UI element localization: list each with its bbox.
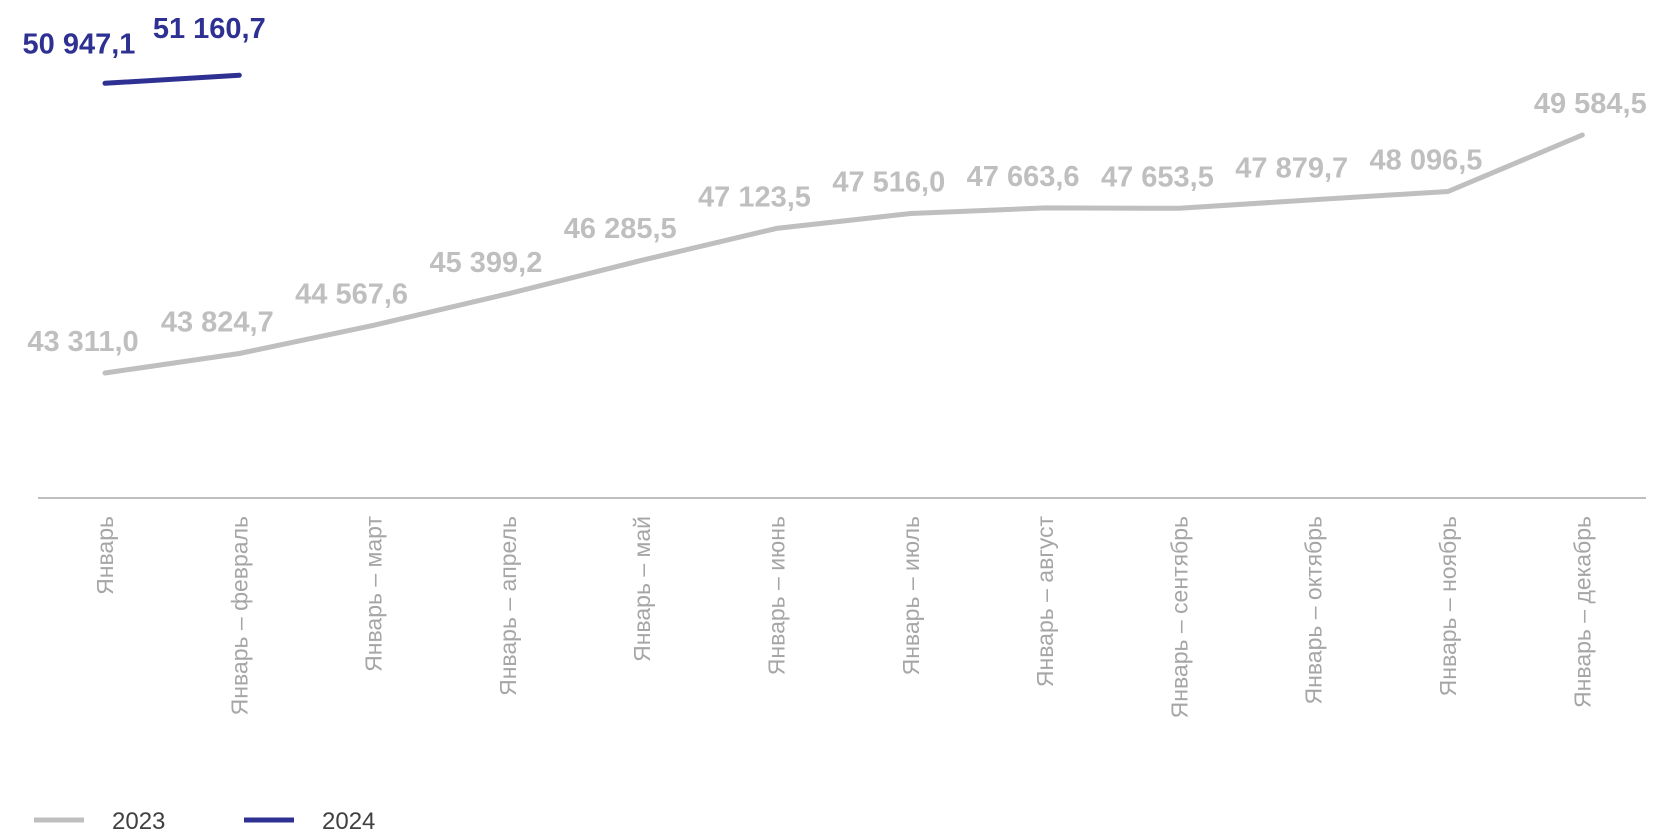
data-point-2023-3: [371, 323, 376, 328]
x-tick-label-1: Январь: [92, 516, 118, 595]
x-tick-labels: Январь Январь – февраль Январь – март Январ…: [92, 516, 1595, 719]
legend: 2023 2024: [34, 808, 375, 834]
data-point-2023-11: [1446, 189, 1451, 194]
series-layer: [102, 72, 1585, 376]
data-label-2023-3: 44 567,6: [295, 278, 408, 310]
x-tick-label-6: Январь – июнь: [764, 516, 790, 675]
data-label-2024-1: 50 947,1: [23, 28, 136, 60]
x-tick-label-2: Январь – февраль: [226, 516, 252, 715]
x-tick-label-12: Январь – декабрь: [1569, 516, 1595, 708]
data-point-2023-8: [1043, 205, 1048, 210]
data-label-2023-12: 49 584,5: [1534, 88, 1647, 120]
data-label-2023-10: 47 879,7: [1235, 153, 1348, 185]
x-tick-label-11: Январь – ноябрь: [1435, 516, 1461, 696]
data-point-2023-1: [103, 371, 108, 376]
data-label-2023-2: 43 824,7: [161, 307, 274, 339]
data-point-2023-12: [1580, 133, 1585, 138]
x-tick-label-10: Январь – октябрь: [1301, 516, 1327, 704]
data-label-2023-9: 47 653,5: [1101, 161, 1214, 193]
data-point-2023-6: [774, 226, 779, 231]
x-tick-label-8: Январь – август: [1032, 516, 1058, 688]
x-tick-label-4: Январь – апрель: [495, 516, 521, 696]
x-tick-label-9: Январь – сентябрь: [1166, 516, 1192, 718]
data-point-2023-5: [640, 258, 645, 263]
x-tick-label-3: Январь – март: [361, 516, 387, 672]
data-point-2023-9: [1177, 206, 1182, 211]
data-label-2023-6: 47 123,5: [698, 181, 811, 213]
data-point-2023-10: [1311, 197, 1316, 202]
data-label-2023-5: 46 285,5: [564, 213, 677, 245]
data-point-2023-2: [237, 351, 242, 356]
data-point-2023-4: [505, 291, 510, 296]
data-label-2024-2: 51 160,7: [153, 13, 266, 45]
data-label-2023-4: 45 399,2: [429, 247, 542, 279]
legend-label-2024: 2024: [322, 808, 375, 834]
x-tick-label-5: Январь – май: [629, 516, 655, 662]
data-labels: 43 311,0 43 824,7 44 567,6 45 399,2 46 285,5…: [23, 13, 1647, 358]
legend-label-2023: 2023: [112, 808, 165, 834]
data-point-2024-1: [103, 81, 108, 86]
data-point-2023-7: [908, 211, 913, 216]
x-tick-label-7: Январь – июль: [898, 516, 924, 675]
data-label-2023-1: 43 311,0: [27, 326, 138, 358]
data-label-2023-11: 48 096,5: [1370, 145, 1483, 177]
data-label-2023-7: 47 516,0: [832, 167, 945, 199]
data-label-2023-8: 47 663,6: [967, 161, 1080, 193]
data-point-2024-2: [237, 73, 242, 78]
series-line-2024: [102, 72, 242, 86]
series-line-2023: [102, 132, 1585, 376]
